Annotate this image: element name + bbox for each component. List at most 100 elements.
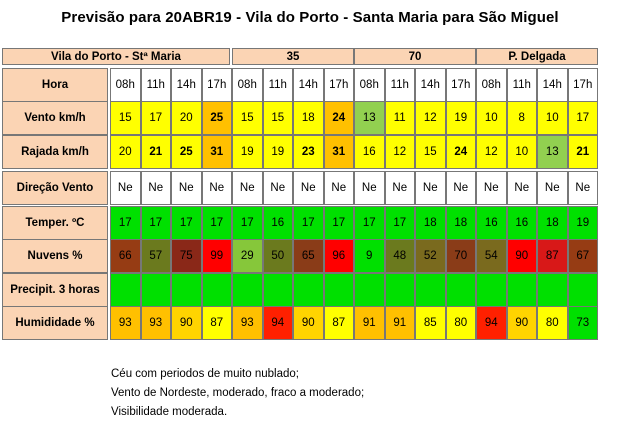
data-cell: 12 (384, 135, 415, 169)
hour-cell: 11h (140, 68, 171, 102)
forecast-notes: Céu com periodos de muito nublado; Vento… (111, 365, 364, 422)
group-header: 35 (232, 48, 354, 65)
data-cell: 25 (201, 101, 232, 135)
data-cell: 19 (567, 206, 598, 240)
data-cell (537, 273, 568, 307)
hour-cell: 11h (506, 68, 537, 102)
data-cell: 94 (262, 306, 293, 340)
data-cell: Ne (354, 171, 385, 205)
data-cell (567, 273, 598, 307)
data-cell: 90 (171, 306, 202, 340)
data-cell: 10 (537, 101, 568, 135)
data-cell: 16 (262, 206, 293, 240)
data-cell: 80 (445, 306, 476, 340)
data-cell: 87 (201, 306, 232, 340)
data-cell: Ne (476, 171, 507, 205)
data-cell: 57 (140, 239, 171, 273)
data-cell: 93 (232, 306, 263, 340)
data-cell: 8 (506, 101, 537, 135)
data-cell (262, 273, 293, 307)
data-cell: 19 (445, 101, 476, 135)
data-cell (445, 273, 476, 307)
data-cell: 12 (476, 135, 507, 169)
data-cell: 20 (110, 135, 141, 169)
data-cell (171, 273, 202, 307)
data-cell: 29 (232, 239, 263, 273)
data-cell: 85 (415, 306, 446, 340)
data-cell: 93 (110, 306, 141, 340)
data-cell: Ne (567, 171, 598, 205)
data-cell: 24 (445, 135, 476, 169)
row-label: Precipit. 3 horas (2, 273, 108, 307)
data-cell (323, 273, 354, 307)
data-cell (415, 273, 446, 307)
hour-cell: 17h (567, 68, 598, 102)
note-line: Visibilidade moderada. (111, 406, 228, 418)
data-cell: 13 (354, 101, 385, 135)
row-label: Rajada km/h (2, 135, 108, 169)
data-cell: Ne (445, 171, 476, 205)
data-cell: 50 (262, 239, 293, 273)
data-cell: 66 (110, 239, 141, 273)
data-cell: Ne (323, 171, 354, 205)
data-cell: Ne (140, 171, 171, 205)
data-cell: 80 (537, 306, 568, 340)
data-cell (476, 273, 507, 307)
data-cell: 18 (415, 206, 446, 240)
group-header: 70 (354, 48, 476, 65)
data-cell: 10 (476, 101, 507, 135)
data-cell: 65 (293, 239, 324, 273)
hour-cell: 11h (384, 68, 415, 102)
data-cell: 17 (354, 206, 385, 240)
hour-cell: 17h (445, 68, 476, 102)
data-cell: 17 (293, 206, 324, 240)
data-cell: 67 (567, 239, 598, 273)
row-label: Hora (2, 68, 108, 102)
data-cell (506, 273, 537, 307)
group-header: P. Delgada (476, 48, 598, 65)
data-cell: 13 (537, 135, 568, 169)
hour-cell: 14h (293, 68, 324, 102)
data-cell: Ne (293, 171, 324, 205)
data-cell: 17 (323, 206, 354, 240)
data-cell: 15 (232, 101, 263, 135)
data-cell: 17 (232, 206, 263, 240)
data-cell: 52 (415, 239, 446, 273)
data-cell: 17 (110, 206, 141, 240)
data-cell: 99 (201, 239, 232, 273)
hour-cell: 14h (171, 68, 202, 102)
data-cell: 17 (140, 206, 171, 240)
data-cell: 94 (476, 306, 507, 340)
data-cell (201, 273, 232, 307)
data-cell: Ne (110, 171, 141, 205)
data-cell: 15 (415, 135, 446, 169)
data-cell (140, 273, 171, 307)
data-cell (384, 273, 415, 307)
data-cell: 25 (171, 135, 202, 169)
data-cell: 19 (232, 135, 263, 169)
data-cell: 70 (445, 239, 476, 273)
row-label: Humididade % (2, 306, 108, 340)
hour-cell: 14h (537, 68, 568, 102)
data-cell: 93 (140, 306, 171, 340)
data-cell: Ne (384, 171, 415, 205)
data-cell: 17 (171, 206, 202, 240)
hour-cell: 08h (476, 68, 507, 102)
data-cell: Ne (537, 171, 568, 205)
data-cell: 18 (537, 206, 568, 240)
page-title: Previsão para 20ABR19 - Vila do Porto - … (61, 9, 559, 26)
data-cell: 87 (537, 239, 568, 273)
note-line: Céu com periodos de muito nublado; (111, 368, 299, 380)
hour-cell: 11h (262, 68, 293, 102)
data-cell (354, 273, 385, 307)
data-cell: 9 (354, 239, 385, 273)
data-cell: 17 (140, 101, 171, 135)
data-cell: 24 (323, 101, 354, 135)
row-label: Vento km/h (2, 101, 108, 135)
data-cell: 54 (476, 239, 507, 273)
hour-cell: 17h (201, 68, 232, 102)
row-label: Temper. ºC (2, 206, 108, 240)
data-cell: 91 (384, 306, 415, 340)
data-cell (232, 273, 263, 307)
note-line: Vento de Nordeste, moderado, fraco a mod… (111, 387, 365, 399)
